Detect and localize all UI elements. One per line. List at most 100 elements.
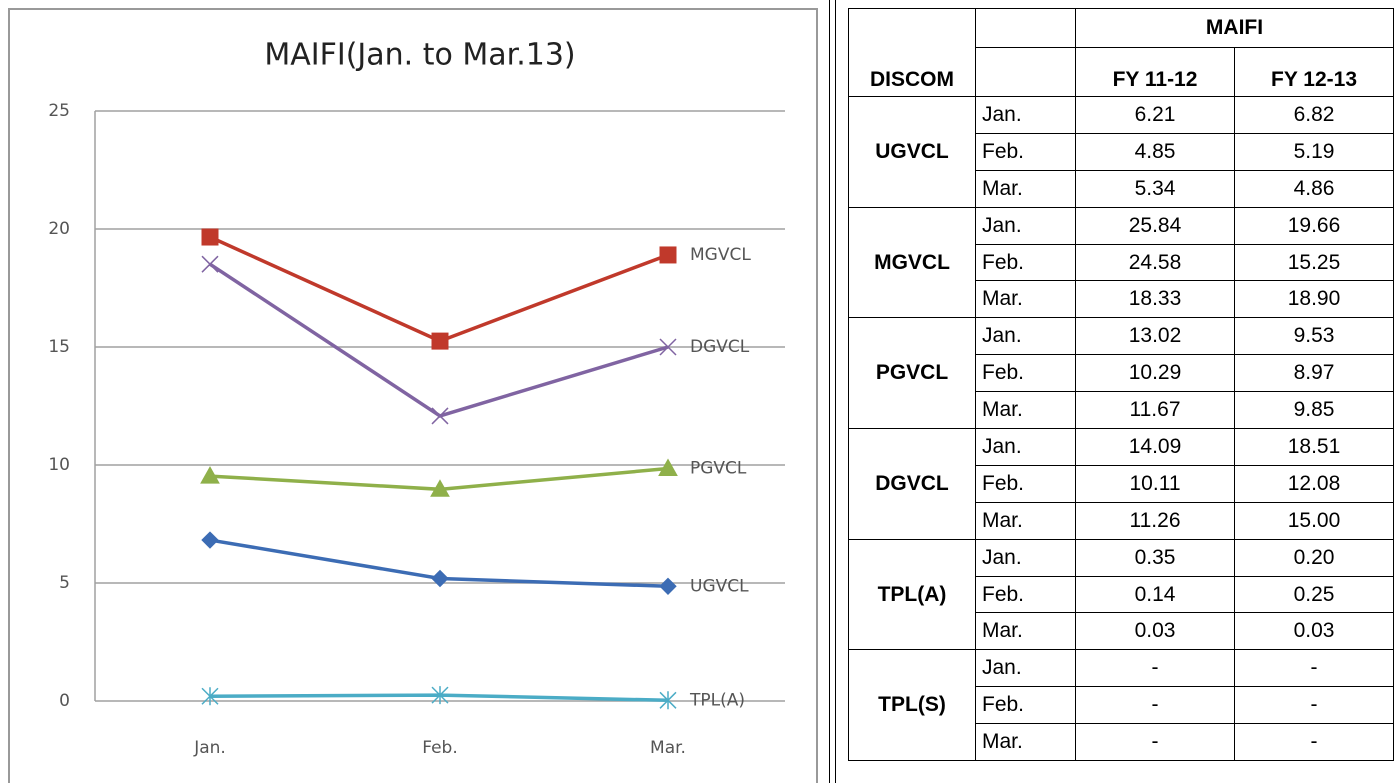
table-cell: 15.25: [1234, 243, 1394, 282]
table-cell: Jan.: [975, 317, 1076, 356]
marker: [201, 255, 219, 273]
table-cell: -: [1075, 649, 1235, 688]
table-cell: -: [1234, 686, 1394, 725]
table-row: Mar. 18.33 18.90: [849, 280, 1394, 319]
table-cell: Feb.: [975, 686, 1076, 725]
table-cell: 18.33: [1075, 280, 1235, 319]
table-cell: 13.02: [1075, 317, 1235, 356]
table-cell: 0.20: [1234, 538, 1394, 577]
table-cell: Jan.: [975, 96, 1076, 134]
table-cell: 19.66: [1234, 206, 1394, 245]
table-cell: MGVCL: [848, 206, 976, 319]
marker: [201, 228, 219, 246]
marker: [431, 332, 449, 350]
y-tick-label: 15: [48, 337, 70, 357]
marker: [659, 691, 677, 710]
table-cell: -: [1075, 723, 1235, 762]
table-cell: Jan.: [975, 428, 1076, 466]
table-cell: Mar.: [975, 280, 1076, 319]
table-cell: PGVCL: [848, 317, 976, 430]
marker: [431, 569, 449, 588]
table-cell: Mar.: [975, 169, 1076, 208]
table-cell: DISCOM: [848, 47, 976, 97]
table-cell: 25.84: [1075, 206, 1235, 245]
table-row: DGVCL Jan. 14.09 18.51: [848, 428, 1394, 540]
marker: [200, 466, 220, 484]
table-row: Mar. - -: [849, 723, 1394, 762]
table-cell: TPL(S): [848, 649, 976, 762]
table-cell: Feb.: [975, 575, 1076, 614]
series-label: MGVCL: [690, 245, 751, 265]
chart-title: MAIFI(Jan. to Mar.13): [264, 38, 575, 73]
x-tick-label: Jan.: [193, 738, 226, 758]
series-label: DGVCL: [690, 337, 750, 357]
table-cell: Mar.: [975, 391, 1076, 430]
data-table: MAIFI DISCOM FY 11-12 FY 12-13 UGVCL Jan. 6.21…: [848, 8, 1394, 762]
table-cell: Jan.: [975, 206, 1076, 245]
y-tick-label: 10: [48, 455, 70, 475]
table-cell: 24.58: [1075, 243, 1235, 282]
table-cell: TPL(A): [848, 538, 976, 651]
table-cell: 0.03: [1234, 612, 1394, 651]
table-cell: 10.11: [1075, 464, 1235, 503]
table-row: TPL(A) Jan. 0.35 0.20: [848, 538, 1394, 651]
table-cell: MAIFI: [1075, 8, 1394, 48]
table-row: Feb. 0.14 0.25: [849, 575, 1394, 614]
table-cell: 8.97: [1234, 354, 1394, 393]
table-row: DISCOM FY 11-12 FY 12-13: [848, 47, 1394, 97]
marker: [659, 577, 677, 596]
table-cell: 0.14: [1075, 575, 1235, 614]
table-cell: 4.85: [1075, 132, 1235, 171]
chart: MAIFI(Jan. to Mar.13) 0 5 10 15 20 25 Jan. Feb.…: [8, 8, 818, 783]
series-label: UGVCL: [690, 576, 749, 596]
table-row: Feb. 10.11 12.08: [849, 464, 1394, 503]
table-row: UGVCL Jan. 6.21 6.82: [848, 96, 1394, 208]
table-cell: 14.09: [1075, 428, 1235, 466]
table-cell: 18.51: [1234, 428, 1394, 466]
table-cell: -: [1234, 723, 1394, 762]
y-tick-label: 5: [59, 573, 70, 593]
table-cell: 11.67: [1075, 391, 1235, 430]
marker: [431, 407, 449, 425]
table-cell: 0.03: [1075, 612, 1235, 651]
marker: [659, 338, 677, 356]
table-cell: [975, 8, 1076, 48]
table-cell: Feb.: [975, 243, 1076, 282]
table-cell: 18.90: [1234, 280, 1394, 319]
marker: [659, 246, 677, 264]
table-cell: Mar.: [975, 612, 1076, 651]
table-row: MAIFI: [848, 8, 1394, 48]
x-tick-label: Mar.: [650, 738, 686, 758]
x-tick-label: Feb.: [422, 738, 458, 758]
table-cell: Mar.: [975, 723, 1076, 762]
y-tick-label: 0: [59, 691, 70, 711]
table-cell: 0.25: [1234, 575, 1394, 614]
table-cell: FY 11-12: [1075, 47, 1235, 97]
series-label: TPL(A): [689, 690, 745, 710]
series-label: PGVCL: [690, 459, 747, 479]
table-row: PGVCL Jan. 13.02 9.53: [848, 317, 1394, 430]
table-cell: 5.34: [1075, 169, 1235, 208]
table-cell: 6.82: [1234, 96, 1394, 134]
table-cell: Feb.: [975, 354, 1076, 393]
table-cell: 10.29: [1075, 354, 1235, 393]
table-cell: 15.00: [1234, 501, 1394, 540]
table-cell: Jan.: [975, 538, 1076, 577]
y-tick-label: 25: [48, 101, 70, 121]
table-cell: FY 12-13: [1234, 47, 1394, 97]
table-row: Mar. 5.34 4.86: [849, 169, 1394, 208]
separator: [829, 0, 836, 783]
marker: [658, 458, 678, 477]
marker: [201, 531, 219, 549]
table-cell: DGVCL: [848, 428, 976, 540]
table-cell: -: [1234, 649, 1394, 688]
marker: [201, 687, 219, 706]
marker: [430, 479, 450, 497]
marker: [431, 686, 449, 705]
table-cell: -: [1075, 686, 1235, 725]
table-cell: 9.85: [1234, 391, 1394, 430]
table-row: Feb. 24.58 15.25: [849, 243, 1394, 282]
table-row: Mar. 0.03 0.03: [849, 612, 1394, 651]
table-cell: 9.53: [1234, 317, 1394, 356]
